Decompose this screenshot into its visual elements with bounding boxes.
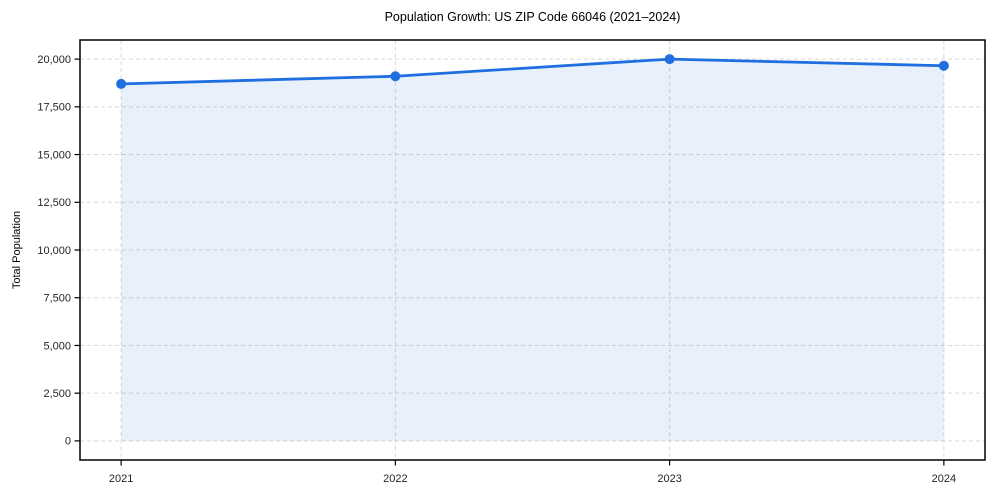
y-tick-label: 12,500 (37, 197, 71, 209)
chart-title: Population Growth: US ZIP Code 66046 (20… (384, 10, 681, 24)
y-tick-label: 0 (65, 436, 71, 448)
y-tick-label: 7,500 (43, 293, 71, 305)
x-tick-label: 2024 (932, 473, 956, 485)
area-fill (121, 59, 944, 441)
y-tick-label: 10,000 (37, 245, 71, 257)
x-tick-label: 2023 (657, 473, 681, 485)
y-tick-label: 17,500 (37, 102, 71, 114)
data-line (119, 57, 946, 86)
y-tick-label: 15,000 (37, 149, 71, 161)
data-point-marker (664, 54, 675, 65)
y-tick-label: 5,000 (43, 340, 71, 352)
y-tick-label: 20,000 (37, 54, 71, 66)
x-tick-label: 2022 (383, 473, 407, 485)
y-tick-label: 2,500 (43, 388, 71, 400)
x-tick-label: 2021 (109, 473, 133, 485)
data-point-marker (390, 71, 401, 82)
data-point-marker (938, 60, 949, 71)
data-point-marker (116, 78, 127, 89)
